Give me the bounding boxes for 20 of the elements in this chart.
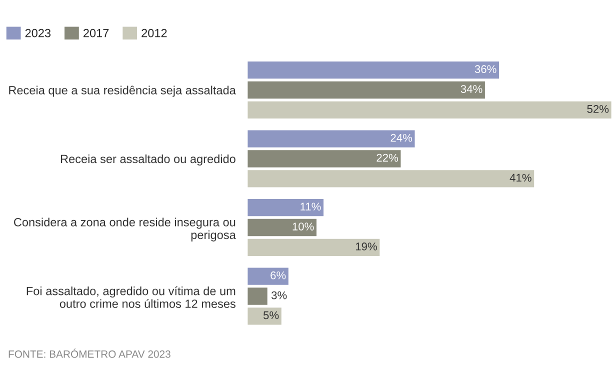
y-tick-label: Foi assaltado, agredido ou vítima de um outro crime nos últimos 12 meses	[26, 286, 236, 308]
data-label: 52%	[587, 105, 609, 113]
y-tick-label: Receia que a sua residência seja assaltada	[9, 86, 236, 97]
data-label: 5%	[263, 311, 279, 320]
source-note: FONTE: BARÓMETRO APAV 2023	[8, 348, 170, 358]
y-tick-label: Considera a zona onde reside insegura ou perigosa	[14, 218, 236, 242]
data-label: 19%	[356, 242, 377, 250]
legend-label: 2012	[142, 28, 167, 38]
data-label: 10%	[292, 222, 314, 230]
data-label: 24%	[390, 134, 412, 142]
data-label: 41%	[510, 174, 532, 182]
legend-label: 2023	[25, 28, 51, 38]
data-label: 22%	[376, 154, 398, 162]
legend-label: 2017	[84, 28, 109, 38]
data-label: 6%	[270, 271, 286, 280]
data-label: 11%	[300, 202, 321, 210]
data-label: 3%	[271, 291, 287, 300]
y-tick-label: Receia ser assaltado ou agredido	[60, 154, 236, 166]
data-label: 36%	[474, 65, 496, 74]
data-label: 34%	[460, 85, 482, 93]
